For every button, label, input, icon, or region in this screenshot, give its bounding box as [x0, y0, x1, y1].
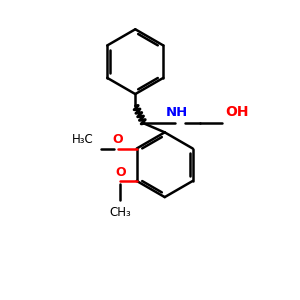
Text: NH: NH [165, 106, 188, 119]
Text: H₃C: H₃C [72, 133, 94, 146]
Text: CH₃: CH₃ [110, 206, 131, 219]
Text: O: O [112, 133, 123, 146]
Text: OH: OH [225, 105, 249, 119]
Text: O: O [115, 166, 126, 178]
